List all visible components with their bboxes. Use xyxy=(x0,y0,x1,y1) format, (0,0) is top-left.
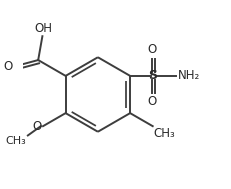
Text: O: O xyxy=(4,60,13,73)
Text: O: O xyxy=(148,95,157,108)
Text: NH₂: NH₂ xyxy=(178,69,200,82)
Text: O: O xyxy=(33,120,42,133)
Text: O: O xyxy=(148,43,157,56)
Text: S: S xyxy=(148,69,157,82)
Text: CH₃: CH₃ xyxy=(154,127,175,140)
Text: CH₃: CH₃ xyxy=(5,136,26,146)
Text: OH: OH xyxy=(34,22,52,35)
